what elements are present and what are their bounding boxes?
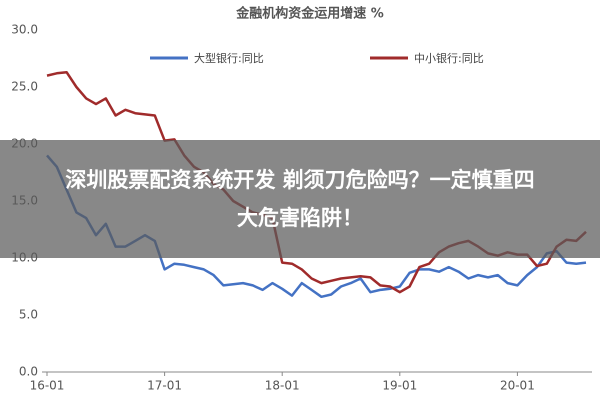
banner-text: 深圳股票配资系统开发 剃须刀危险吗？一定慎重四 bbox=[65, 168, 534, 192]
x-tick-label: 18-01 bbox=[265, 379, 300, 393]
banner bbox=[0, 140, 600, 258]
x-tick-label: 16-01 bbox=[30, 379, 65, 393]
y-tick-label: 30.0 bbox=[11, 23, 38, 37]
legend-label: 大型银行:同比 bbox=[194, 51, 264, 65]
banner-text: 大危害陷阱！ bbox=[237, 206, 363, 230]
y-tick-label: 0.0 bbox=[19, 365, 38, 379]
y-tick-label: 25.0 bbox=[11, 80, 38, 94]
x-tick-label: 17-01 bbox=[147, 379, 182, 393]
x-tick-label: 20-01 bbox=[500, 379, 535, 393]
y-tick-label: 5.0 bbox=[19, 308, 38, 322]
x-tick-label: 19-01 bbox=[382, 379, 417, 393]
chart-title: 金融机构资金运用增速 % bbox=[235, 6, 384, 22]
legend-label: 中小银行:同比 bbox=[414, 51, 484, 65]
